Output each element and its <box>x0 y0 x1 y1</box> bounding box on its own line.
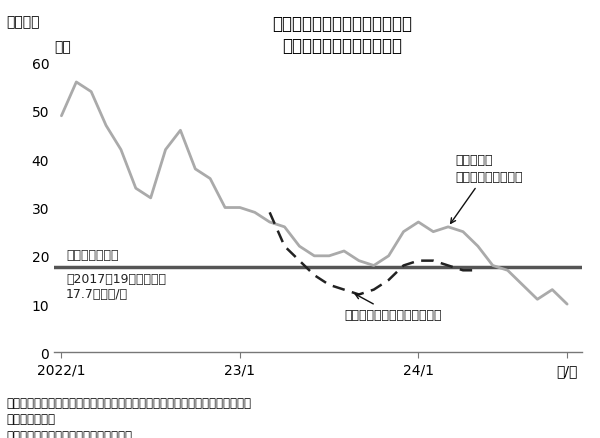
Text: 17.7万人増/月: 17.7万人増/月 <box>66 287 128 300</box>
Text: コロナ前の平均: コロナ前の平均 <box>66 248 118 261</box>
Text: 月次増加数
（３カ月移動平均）: 月次増加数 （３カ月移動平均） <box>451 154 523 224</box>
Text: ベンチマーク修正後の推定値: ベンチマーク修正後の推定値 <box>344 294 442 321</box>
Text: て算出。: て算出。 <box>6 412 55 425</box>
Text: （出所）　米労働省資料から筆者作成。: （出所） 米労働省資料から筆者作成。 <box>6 429 132 438</box>
Text: （2017～19年の平均）: （2017～19年の平均） <box>66 272 166 285</box>
Text: 非農業雇用者数の前月比増減数: 非農業雇用者数の前月比増減数 <box>272 15 412 33</box>
Text: 万人: 万人 <box>54 40 71 54</box>
Text: ［図表］: ［図表］ <box>6 15 40 29</box>
Text: （３カ月移動平均）の推移: （３カ月移動平均）の推移 <box>282 37 402 55</box>
Text: （注）　点線グラフは年次ベンチマークの暫定推定値を月次結果に均等配分し: （注） 点線グラフは年次ベンチマークの暫定推定値を月次結果に均等配分し <box>6 396 251 410</box>
